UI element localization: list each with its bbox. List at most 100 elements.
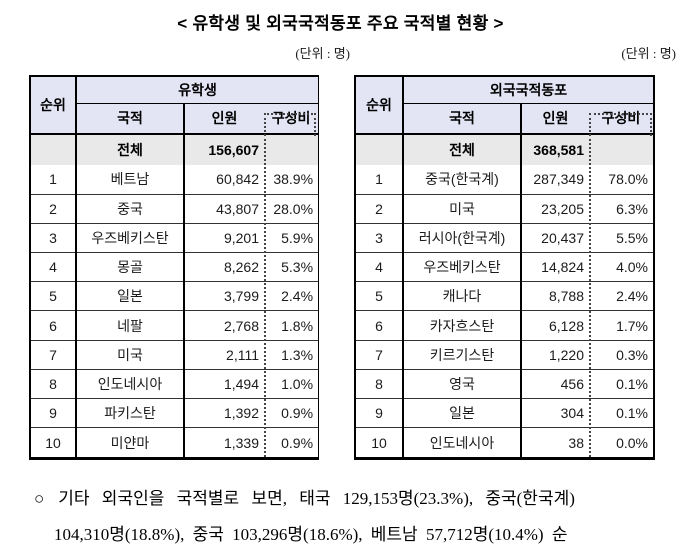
rank-cell: 5 <box>31 281 77 312</box>
nationality-header: 국적 <box>76 103 185 135</box>
share-cell: 1.7% <box>589 310 653 341</box>
rank-spacer-cell <box>356 134 404 166</box>
table-row: 3 우즈베키스탄 9,201 5.9% <box>31 223 319 254</box>
nationality-cell: 네팔 <box>76 310 185 341</box>
count-cell: 456 <box>521 369 589 400</box>
share-cell: 0.9% <box>264 427 319 457</box>
rank-cell: 10 <box>31 427 77 457</box>
count-cell: 8,788 <box>521 281 589 312</box>
rank-cell: 9 <box>31 398 77 429</box>
table-header-row-2: 국적 인원 구성비 <box>31 103 319 135</box>
share-cell: 6.3% <box>589 194 653 224</box>
total-count-cell: 156,607 <box>184 134 264 166</box>
table-row: 3 러시아(한국계) 20,437 5.5% <box>356 223 653 254</box>
nationality-cell: 몽골 <box>76 252 185 283</box>
rank-cell: 4 <box>356 252 404 283</box>
table-row: 6 네팔 2,768 1.8% <box>31 310 319 341</box>
share-cell: 0.3% <box>589 340 653 370</box>
rank-header: 순위 <box>31 77 77 135</box>
nationality-cell: 베트남 <box>76 165 185 195</box>
table-row: 4 우즈베키스탄 14,824 4.0% <box>356 252 653 283</box>
share-cell: 5.9% <box>264 223 319 254</box>
total-label-cell: 전체 <box>403 134 522 166</box>
table-row: 4 몽골 8,262 5.3% <box>31 252 319 283</box>
nationality-cell: 일본 <box>76 281 185 312</box>
share-cell: 4.0% <box>589 252 653 283</box>
share-cell: 78.0% <box>589 165 653 195</box>
count-cell: 304 <box>521 398 589 429</box>
nationality-header: 국적 <box>403 103 522 135</box>
unit-label-right: (단위 : 명) <box>621 46 676 61</box>
table-header-row-1: 순위 유학생 <box>31 77 319 135</box>
rank-cell: 3 <box>31 223 77 254</box>
rank-cell: 3 <box>356 223 404 254</box>
share-cell: 0.0% <box>589 427 653 457</box>
nationality-cell: 미국 <box>76 340 185 370</box>
nationality-cell: 인도네시아 <box>76 369 185 400</box>
count-cell: 9,201 <box>184 223 264 254</box>
footnote-line1-text: 기타 외국인을 국적별로 보면, 태국 129,153명(23.3%), 중국(… <box>58 489 575 508</box>
table-row: 9 파키스탄 1,392 0.9% <box>31 398 319 429</box>
rank-cell: 1 <box>31 165 77 195</box>
table-row: 2 미국 23,205 6.3% <box>356 194 653 224</box>
table-row: 7 키르기스탄 1,220 0.3% <box>356 340 653 370</box>
unit-label-left: (단위 : 명) <box>295 46 350 61</box>
total-share-cell <box>264 134 319 166</box>
count-cell: 23,205 <box>521 194 589 224</box>
nationality-cell: 러시아(한국계) <box>403 223 522 254</box>
share-cell: 5.3% <box>264 252 319 283</box>
rank-cell: 5 <box>356 281 404 312</box>
share-cell: 38.9% <box>264 165 319 195</box>
table-row: 1 중국(한국계) 287,349 78.0% <box>356 165 653 195</box>
rank-spacer-cell <box>31 134 77 166</box>
table-row: 5 캐나다 8,788 2.4% <box>356 281 653 312</box>
table-row: 5 일본 3,799 2.4% <box>31 281 319 312</box>
total-label-cell: 전체 <box>76 134 185 166</box>
nationality-cell: 미국 <box>403 194 522 224</box>
share-header: 구성비 <box>264 103 319 135</box>
group-header: 외국국적동포 <box>403 77 653 104</box>
page-title: < 유학생 및 외국국적동포 주요 국적별 현황 > <box>177 14 504 33</box>
nationality-cell: 우즈베키스탄 <box>403 252 522 283</box>
rank-cell: 1 <box>356 165 404 195</box>
share-cell: 5.5% <box>589 223 653 254</box>
rank-cell: 8 <box>31 369 77 400</box>
rank-cell: 4 <box>31 252 77 283</box>
count-cell: 3,799 <box>184 281 264 312</box>
rank-cell: 7 <box>31 340 77 370</box>
count-cell: 1,339 <box>184 427 264 457</box>
count-cell: 6,128 <box>521 310 589 341</box>
nationality-cell: 키르기스탄 <box>403 340 522 370</box>
rank-cell: 6 <box>356 310 404 341</box>
circle-bullet-icon: ○ <box>34 489 45 508</box>
share-cell: 1.0% <box>264 369 319 400</box>
count-cell: 8,262 <box>184 252 264 283</box>
nationality-cell: 캐나다 <box>403 281 522 312</box>
footnote-line1: ○ 기타 외국인을 국적별로 보면, 태국 129,153명(23.3%), 중국… <box>34 481 679 517</box>
table-row: 10 인도네시아 38 0.0% <box>356 427 653 457</box>
share-header: 구성비 <box>589 103 653 135</box>
share-cell: 1.3% <box>264 340 319 370</box>
total-count-cell: 368,581 <box>521 134 589 166</box>
count-cell: 2,111 <box>184 340 264 370</box>
count-header: 인원 <box>521 103 589 135</box>
rank-header: 순위 <box>356 77 404 135</box>
compatriots-table-grid: 순위 외국국적동포 국적 인원 구성비 전체 368,581 1 중국(한국계)… <box>356 77 653 457</box>
footnote: ○ 기타 외국인을 국적별로 보면, 태국 129,153명(23.3%), 중국… <box>34 481 679 553</box>
compatriots-table: 순위 외국국적동포 국적 인원 구성비 전체 368,581 1 중국(한국계)… <box>354 75 655 460</box>
nationality-cell: 중국 <box>76 194 185 224</box>
count-cell: 1,220 <box>521 340 589 370</box>
total-row: 전체 156,607 <box>31 134 319 166</box>
rank-cell: 8 <box>356 369 404 400</box>
table-row: 8 인도네시아 1,494 1.0% <box>31 369 319 400</box>
nationality-cell: 인도네시아 <box>403 427 522 457</box>
group-header: 유학생 <box>76 77 319 104</box>
rank-cell: 10 <box>356 427 404 457</box>
count-cell: 1,392 <box>184 398 264 429</box>
nationality-cell: 중국(한국계) <box>403 165 522 195</box>
table-row: 6 카자흐스탄 6,128 1.7% <box>356 310 653 341</box>
count-cell: 14,824 <box>521 252 589 283</box>
count-cell: 1,494 <box>184 369 264 400</box>
footnote-line2: 104,310명(18.8%), 중국 103,296명(18.6%), 베트남… <box>54 525 568 544</box>
